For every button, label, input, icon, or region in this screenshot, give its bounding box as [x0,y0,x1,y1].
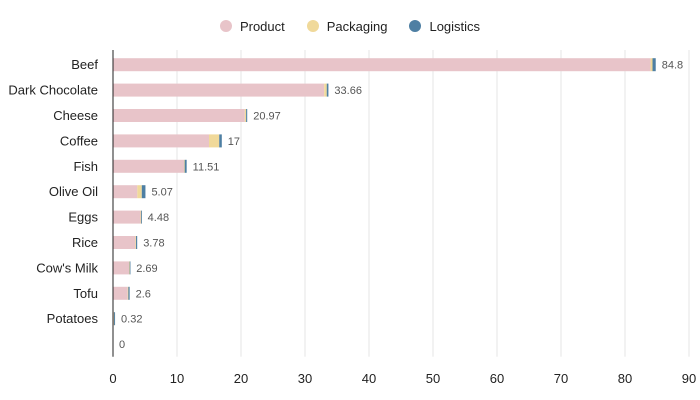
bar-logistics [326,83,329,97]
bar-logistics [129,261,131,275]
legend-swatch [306,20,319,32]
bar-product [113,236,136,249]
category-label: Cheese [53,108,98,123]
legend-label: Logistics [429,18,481,34]
category-label: Fish [73,159,98,174]
bar-packaging [244,109,247,122]
data-label: 0.32 [121,314,142,326]
bar-packaging [127,286,129,300]
category-label: Coffee [60,133,98,148]
bar-product [113,58,651,72]
data-label: 0 [119,339,125,351]
x-tick-label: 0 [109,371,116,386]
bar-product [113,286,128,300]
category-label: Dark Chocolate [8,83,98,98]
bar-packaging [137,185,142,199]
data-label: 84.8 [662,60,683,72]
bar-logistics [219,134,222,148]
legend-item-product[interactable]: Product [219,18,285,34]
bar-product [113,159,185,173]
bar-packaging [324,83,327,97]
data-label: 33.66 [334,85,362,97]
bar-packaging [209,134,220,148]
x-tick-label: 60 [490,371,504,386]
bar-logistics [246,109,248,122]
bar-packaging [184,159,185,173]
x-tick-label: 20 [234,371,248,386]
data-label: 11.51 [193,161,220,173]
legend-label: Packaging [326,18,388,34]
bar-product [113,134,209,148]
data-label: 5.07 [151,187,172,199]
bar-product [113,185,138,199]
category-label: Beef [71,57,98,72]
legend-swatch [219,20,232,32]
x-tick-label: 70 [554,371,568,386]
category-label: Rice [72,235,98,250]
legend-item-logistics[interactable]: Logistics [409,19,480,34]
legend-label: Product [239,18,285,34]
bar-logistics [652,58,656,72]
x-tick-label: 80 [618,371,632,386]
legend-item-packaging[interactable]: Packaging [306,18,388,34]
category-label: Cow's Milk [36,260,98,275]
x-tick-label: 30 [298,371,312,386]
bar-logistics [136,236,138,249]
x-tick-label: 50 [426,371,440,386]
data-label: 3.78 [143,238,164,250]
bar-logistics [114,312,116,326]
bar-logistics [141,185,146,199]
x-tick-label: 90 [682,371,696,386]
category-label: Eggs [68,210,98,225]
data-label: 4.48 [148,212,169,224]
bar-packaging [129,261,130,275]
data-label: 2.69 [136,263,157,275]
x-tick-label: 10 [170,371,184,386]
bar-logistics [128,286,130,300]
bar-packaging [650,58,653,72]
category-label: Tofu [73,286,98,301]
data-label: 20.97 [253,111,281,123]
x-tick-label: 40 [362,371,376,386]
bar-product [113,109,245,122]
bar-logistics [141,210,142,224]
legend: Product Packaging Logistics [0,16,700,36]
category-label: Olive Oil [49,184,98,199]
bar-packaging [135,236,137,249]
data-label: 17 [228,136,240,148]
bar-product [113,83,325,97]
data-label: 2.6 [136,288,151,300]
bar-packaging [140,210,142,224]
category-label: Potatoes [47,311,99,326]
bar-product [113,210,141,224]
bar-product [113,261,129,275]
bar-logistics [184,159,187,173]
legend-swatch [409,20,422,32]
